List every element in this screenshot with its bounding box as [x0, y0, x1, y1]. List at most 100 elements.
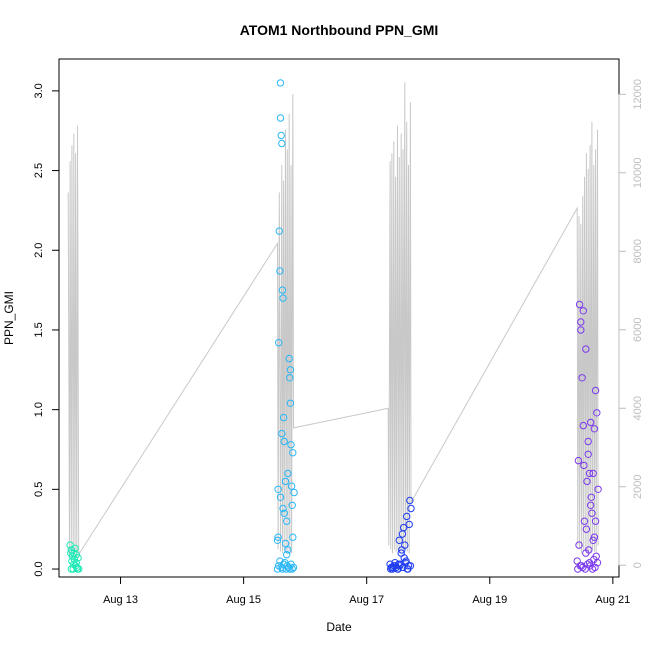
y-tick-label: 1.0: [33, 402, 45, 417]
data-point: [584, 450, 592, 458]
data-point: [70, 560, 78, 568]
data-point: [278, 139, 286, 148]
data-point: [289, 563, 298, 572]
secondary-y-tick-label: 0: [632, 562, 644, 568]
data-point: [279, 294, 287, 302]
y-tick-label: 1.5: [33, 322, 45, 337]
data-point: [288, 565, 296, 573]
data-point: [405, 520, 413, 529]
data-point: [575, 541, 583, 549]
data-point: [579, 421, 587, 430]
secondary-y-tick-label: 6000: [632, 318, 644, 342]
data-point: [400, 554, 408, 562]
chart-title: ATOM1 Northbound PPN_GMI: [240, 22, 439, 38]
data-point: [279, 413, 288, 422]
data-point: [286, 366, 295, 374]
x-tick-label: Aug 17: [349, 594, 384, 606]
data-point: [286, 399, 295, 407]
y-tick-label: 2.5: [33, 163, 45, 178]
data-point: [403, 512, 411, 521]
secondary-y-tick-label: 12000: [632, 79, 644, 110]
data-point: [281, 477, 290, 486]
data-point: [577, 318, 585, 326]
data-point: [277, 131, 285, 140]
data-point: [276, 493, 285, 501]
data-point: [594, 485, 602, 493]
data-point: [585, 469, 594, 478]
x-tick-label: Aug 21: [595, 594, 630, 606]
data-point: [274, 485, 282, 493]
data-point: [582, 525, 591, 533]
data-point: [287, 441, 295, 449]
data-point: [273, 565, 282, 573]
data-point: [582, 345, 590, 353]
data-point: [588, 509, 596, 517]
data-point: [575, 300, 584, 309]
data-point: [288, 501, 296, 509]
data-point: [589, 536, 597, 544]
x-tick-label: Aug 13: [103, 594, 138, 606]
data-point: [585, 559, 594, 567]
y-axis: 0.0 0.5 1.0 1.5 2.0 2.5 3.0: [33, 83, 60, 577]
data-point: [279, 504, 287, 513]
data-point: [284, 469, 292, 478]
secondary-y-tick-label: 8000: [632, 239, 644, 263]
x-axis: Aug 13 Aug 15 Aug 17 Aug 19 Aug 21: [103, 576, 630, 606]
y-tick-label: 0.0: [33, 561, 45, 576]
y-axis-label: PPN_GMI: [2, 291, 16, 345]
data-point: [278, 286, 287, 294]
data-point: [285, 354, 293, 363]
data-point: [579, 307, 587, 315]
data-point: [587, 501, 595, 509]
data-point: [399, 523, 408, 532]
y-tick-label: 2.0: [33, 243, 45, 258]
data-point: [273, 536, 282, 544]
secondary-y-tick-label: 2000: [632, 475, 644, 499]
x-axis-label: Date: [326, 620, 352, 634]
data-point: [584, 437, 592, 446]
data-point: [578, 374, 586, 382]
data-point: [585, 546, 593, 554]
data-point: [395, 536, 403, 544]
data-point: [589, 469, 597, 478]
secondary-y-tick-label: 10000: [632, 158, 644, 189]
data-point: [398, 546, 406, 554]
data-point: [281, 539, 290, 548]
data-point: [583, 477, 591, 486]
data-point: [275, 339, 283, 347]
data-point: [406, 496, 414, 505]
data-point: [290, 488, 298, 497]
data-point: [587, 418, 595, 427]
data-point: [289, 533, 297, 541]
x-tick-label: Aug 15: [226, 594, 261, 606]
data-point: [283, 517, 291, 525]
points-layer: [66, 79, 602, 573]
data-point: [286, 565, 294, 573]
data-point: [590, 425, 599, 433]
data-point: [577, 562, 586, 570]
data-point: [276, 79, 285, 87]
data-point: [577, 326, 585, 334]
data-point: [72, 551, 80, 559]
data-point: [406, 562, 415, 570]
data-point: [280, 509, 288, 517]
data-point: [276, 114, 285, 122]
data-point: [591, 517, 600, 525]
data-point: [275, 227, 283, 235]
y-tick-label: 3.0: [33, 83, 45, 98]
data-point: [286, 374, 294, 382]
data-point: [591, 386, 600, 395]
data-point: [593, 409, 601, 417]
secondary-y-tick-label: 4000: [632, 396, 644, 420]
data-point: [587, 493, 595, 501]
secondary-y-axis: 0 2000 4000 6000 8000 10000 12000: [618, 79, 644, 568]
x-tick-label: Aug 19: [472, 594, 507, 606]
data-point: [274, 533, 282, 541]
data-point: [276, 267, 284, 275]
data-point: [289, 449, 297, 457]
data-point: [580, 517, 589, 525]
data-point: [283, 551, 291, 559]
data-point: [75, 565, 83, 573]
